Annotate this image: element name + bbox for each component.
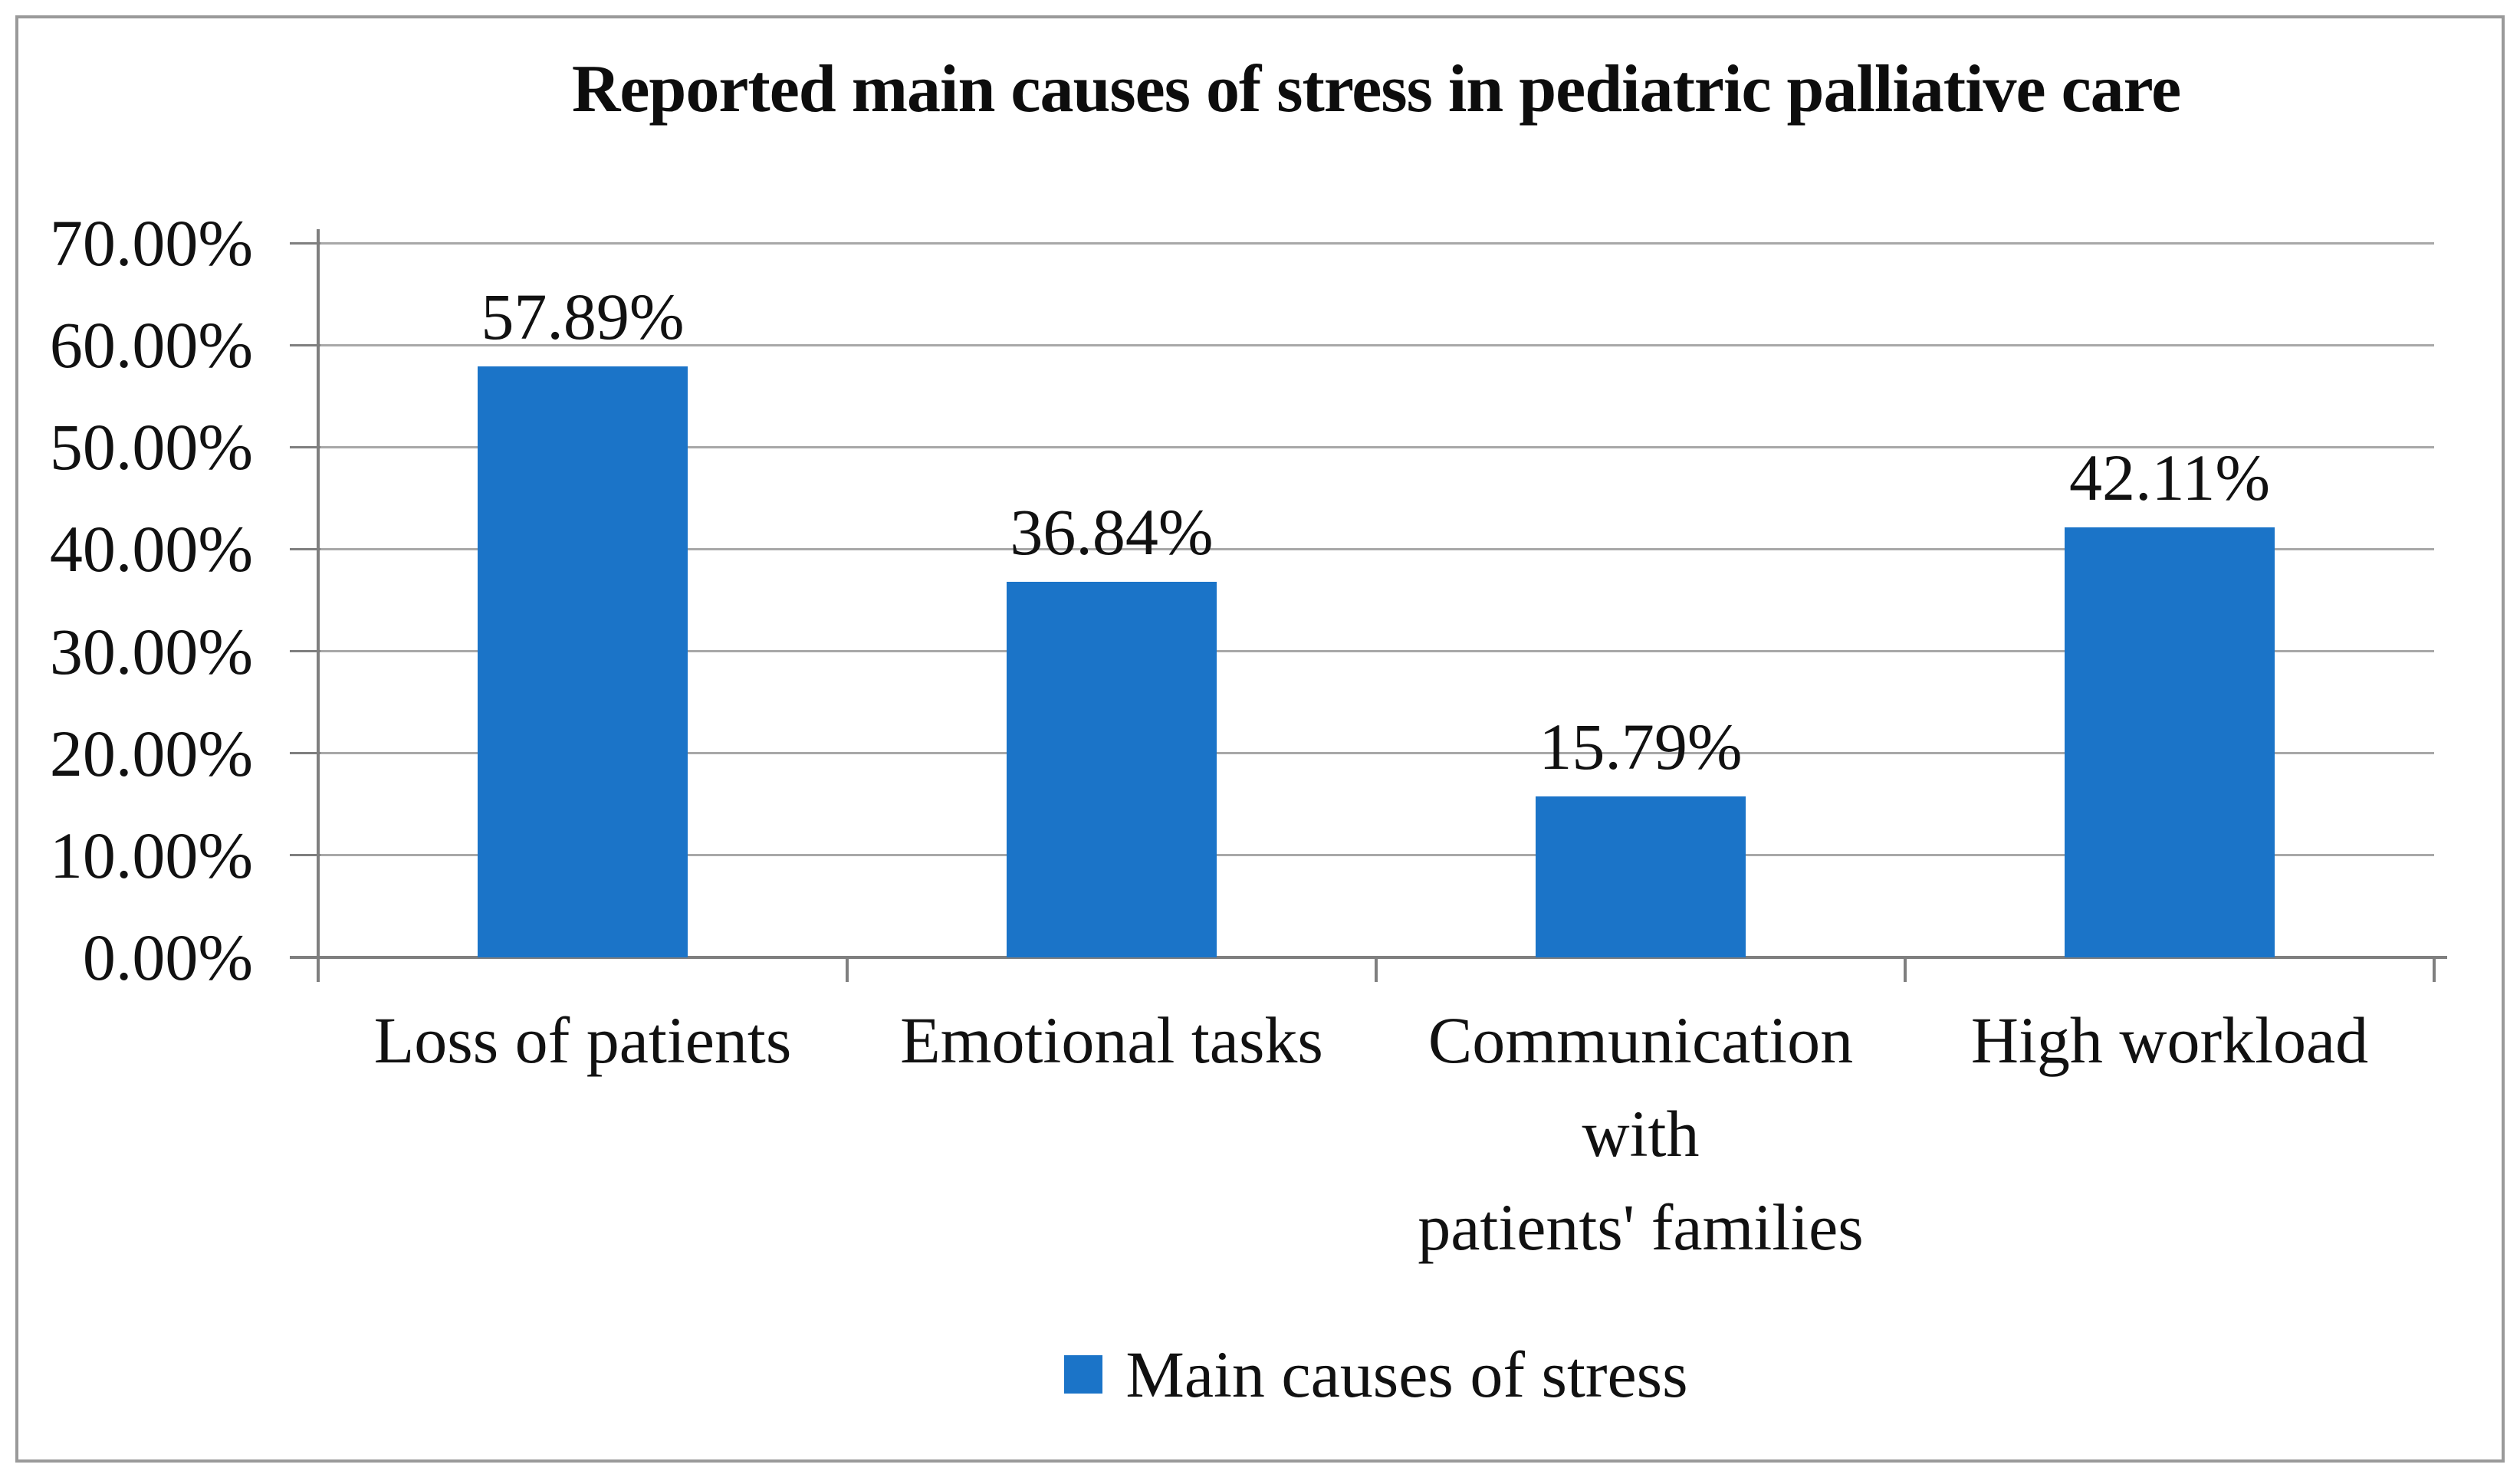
y-axis-tick	[290, 241, 320, 245]
y-axis-tick	[290, 445, 320, 448]
bar-value-label: 42.11%	[2069, 441, 2270, 515]
plot-area: 57.89% 36.84% 15.79% 42.11%	[318, 241, 2434, 957]
x-axis-line	[290, 956, 2447, 959]
y-axis-tick	[290, 956, 320, 959]
x-category-label-line: patients' families	[1418, 1190, 1864, 1265]
x-category-label-line: Emotional tasks	[900, 1003, 1323, 1077]
y-tick-label: 50.00%	[49, 410, 253, 484]
y-tick-label: 60.00%	[49, 308, 253, 382]
legend: Main causes of stress	[318, 1332, 2434, 1417]
gridline	[318, 241, 2434, 245]
y-tick-label: 40.00%	[49, 512, 253, 586]
x-axis-tick	[846, 959, 849, 982]
chart-title: Reported main causes of stress in pediat…	[571, 52, 2181, 126]
bar-value-label: 15.79%	[1539, 709, 1743, 783]
x-category-label-line: High workload	[1970, 1003, 2369, 1077]
x-axis-tick	[1375, 959, 1378, 982]
bar	[1007, 581, 1217, 957]
y-axis-line	[317, 229, 320, 982]
x-category-label-line: with	[1582, 1097, 1700, 1171]
y-tick-label: 0.00%	[82, 921, 253, 994]
x-axis-tick	[2433, 959, 2436, 982]
x-category-label: Emotional tasks	[847, 993, 1376, 1087]
y-axis-tick	[290, 854, 320, 857]
gridline	[318, 445, 2434, 448]
x-category-label: Loss of patients	[318, 993, 847, 1087]
bar	[478, 366, 688, 957]
y-tick-label: 30.00%	[49, 614, 253, 688]
y-axis-tick	[290, 343, 320, 346]
gridline	[318, 752, 2434, 755]
x-category-label-line: Communication	[1428, 1003, 1854, 1077]
y-axis-tick	[290, 752, 320, 755]
y-axis-tick	[290, 650, 320, 653]
legend-label: Main causes of stress	[1125, 1337, 1688, 1411]
x-axis-tick	[1904, 959, 1907, 982]
bar-value-label: 57.89%	[481, 280, 685, 354]
x-category-label-line: Loss of patients	[373, 1003, 792, 1077]
gridline	[318, 854, 2434, 857]
gridline	[318, 650, 2434, 653]
bar	[1536, 796, 1746, 957]
x-category-label: High workload	[1905, 993, 2434, 1087]
gridline	[318, 343, 2434, 346]
y-tick-label: 70.00%	[49, 206, 253, 280]
y-tick-label: 20.00%	[49, 716, 253, 790]
gridline	[318, 547, 2434, 550]
bar	[2065, 527, 2275, 957]
legend-marker	[1064, 1355, 1103, 1394]
y-tick-label: 10.00%	[49, 818, 253, 892]
x-axis-tick	[317, 959, 320, 982]
x-category-label: Communication with patients' families	[1376, 993, 1905, 1274]
bar-value-label: 36.84%	[1010, 494, 1214, 569]
y-axis-tick	[290, 547, 320, 550]
